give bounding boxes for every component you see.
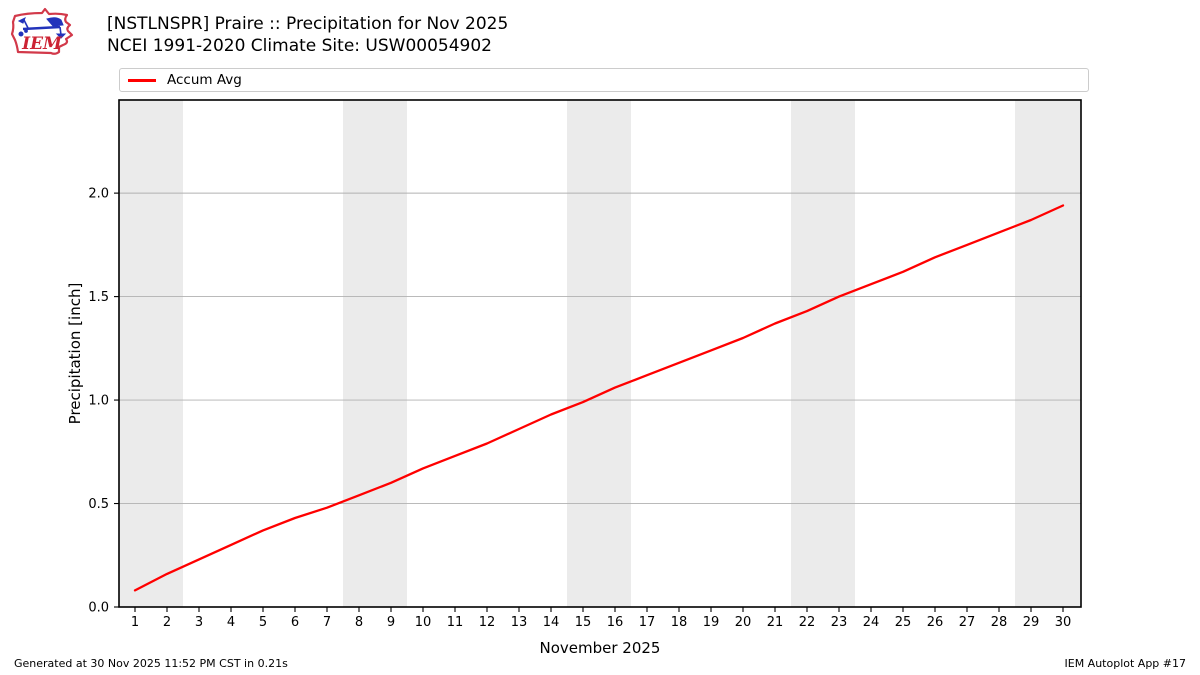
y-tick-label: 1.0 <box>88 394 109 409</box>
x-tick-label: 22 <box>799 615 816 630</box>
weekend-band <box>567 100 631 607</box>
x-tick-label: 17 <box>639 615 656 630</box>
x-tick-label: 3 <box>195 615 203 630</box>
x-tick-label: 30 <box>1055 615 1072 630</box>
weekend-band <box>343 100 407 607</box>
x-tick-label: 25 <box>895 615 912 630</box>
x-tick-label: 19 <box>703 615 720 630</box>
chart-title-block: [NSTLNSPR] Praire :: Precipitation for N… <box>107 13 508 57</box>
x-tick-label: 6 <box>291 615 299 630</box>
x-tick-label: 28 <box>991 615 1008 630</box>
accum-avg-line <box>133 204 1065 592</box>
y-tick-label: 1.5 <box>88 290 109 305</box>
generated-timestamp: Generated at 30 Nov 2025 11:52 PM CST in… <box>14 657 288 670</box>
x-tick-label: 7 <box>323 615 331 630</box>
x-tick-label: 10 <box>415 615 432 630</box>
weekend-band <box>1015 100 1081 607</box>
y-axis-label: Precipitation [inch] <box>66 283 84 425</box>
x-tick-label: 24 <box>863 615 880 630</box>
x-tick-label: 21 <box>767 615 784 630</box>
logo-text: IEM <box>21 34 63 54</box>
plot-border <box>118 99 1082 608</box>
iem-logo: IEM <box>10 7 74 55</box>
x-tick-label: 12 <box>479 615 496 630</box>
x-tick-label: 23 <box>831 615 848 630</box>
x-tick-label: 16 <box>607 615 624 630</box>
weekend-band <box>791 100 855 607</box>
x-tick-label: 9 <box>387 615 395 630</box>
x-tick-label: 1 <box>131 615 139 630</box>
app-credit: IEM Autoplot App #17 <box>1064 657 1187 670</box>
x-tick-label: 15 <box>575 615 592 630</box>
x-tick-label: 2 <box>163 615 171 630</box>
chart-title: [NSTLNSPR] Praire :: Precipitation for N… <box>107 14 509 34</box>
weather-vane-icon <box>17 16 67 39</box>
x-tick-label: 14 <box>543 615 560 630</box>
y-tick-label: 0.0 <box>88 601 109 616</box>
x-tick-label: 5 <box>259 615 267 630</box>
weekend-band <box>119 100 183 607</box>
x-tick-label: 18 <box>671 615 688 630</box>
x-tick-label: 13 <box>511 615 528 630</box>
chart-subtitle: NCEI 1991-2020 Climate Site: USW00054902 <box>107 36 492 56</box>
x-tick-label: 8 <box>355 615 363 630</box>
x-axis-label: November 2025 <box>540 639 661 657</box>
y-tick-label: 2.0 <box>88 187 109 202</box>
y-tick-label: 0.5 <box>88 497 109 512</box>
legend: Accum Avg <box>119 68 1089 92</box>
legend-label: Accum Avg <box>167 72 242 88</box>
x-tick-label: 4 <box>227 615 235 630</box>
x-tick-label: 11 <box>447 615 464 630</box>
x-tick-label: 20 <box>735 615 752 630</box>
x-tick-label: 26 <box>927 615 944 630</box>
legend-line-sample <box>128 78 156 82</box>
x-tick-label: 29 <box>1023 615 1040 630</box>
x-tick-label: 27 <box>959 615 976 630</box>
